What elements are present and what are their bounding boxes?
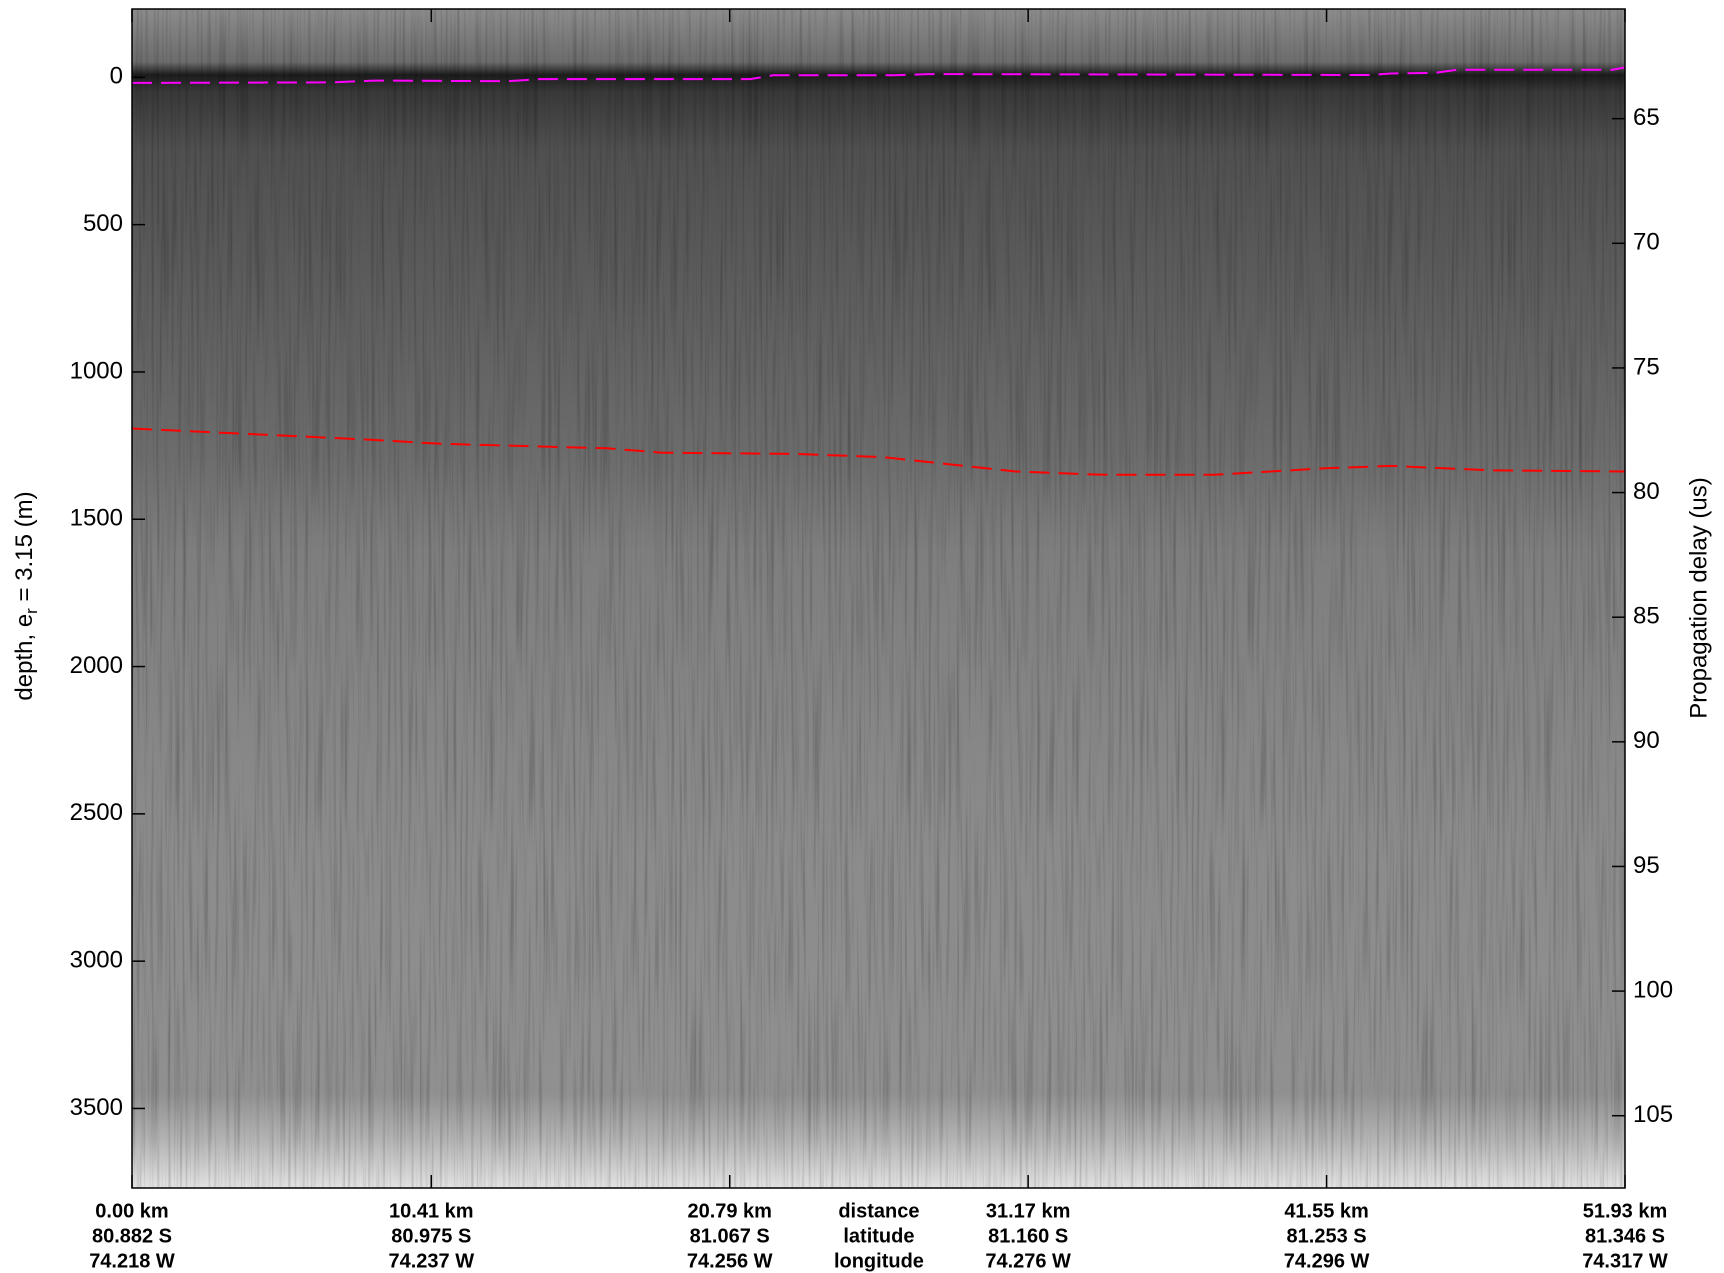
x-tick-label: 41.55 km [1284,1200,1369,1222]
y2-axis-title: Propagation delay (us) [1685,477,1712,718]
latitude-label: 81.160 S [988,1225,1068,1247]
y2-tick-label: 80 [1633,478,1660,505]
y2-tick-label: 105 [1633,1101,1673,1128]
longitude-label: 74.218 W [89,1250,175,1272]
y-tick-label: 3000 [70,946,123,973]
x-tick-label: 51.93 km [1583,1200,1668,1222]
y2-tick-label: 70 [1633,229,1660,256]
echogram-image [132,9,1625,1188]
y2-tick-label: 85 [1633,603,1660,630]
latitude-label: 81.253 S [1287,1225,1367,1247]
x-axis-title: latitude [843,1225,914,1247]
x-tick-label: 10.41 km [389,1200,474,1222]
x-axis-title: longitude [834,1250,924,1272]
trace-line [132,427,1625,476]
y-tick-label: 2500 [70,799,123,826]
longitude-label: 74.317 W [1582,1250,1668,1272]
y2-tick-label: 95 [1633,852,1660,879]
y2-tick-label: 90 [1633,727,1660,754]
longitude-label: 74.237 W [388,1250,474,1272]
longitude-label: 74.276 W [985,1250,1071,1272]
y-tick-label: 1500 [70,505,123,532]
y2-tick-label: 100 [1633,976,1673,1003]
y-tick-label: 1000 [70,357,123,384]
latitude-label: 81.067 S [690,1225,770,1247]
longitude-label: 74.256 W [687,1250,773,1272]
y2-tick-label: 65 [1633,104,1660,131]
trace-line [132,66,1625,84]
y2-tick-label: 75 [1633,353,1660,380]
x-axis-title: distance [838,1200,919,1222]
longitude-label: 74.296 W [1284,1250,1370,1272]
plot-frame [131,8,1626,1189]
latitude-label: 81.346 S [1585,1225,1665,1247]
y-tick-label: 3500 [70,1094,123,1121]
y-tick-label: 2000 [70,652,123,679]
echogram-texture [132,9,1625,1188]
x-tick-label: 0.00 km [95,1200,168,1222]
latitude-label: 80.882 S [92,1225,172,1247]
y-axis-title: depth, er = 3.15 (m) [11,491,41,700]
y-tick-label: 0 [110,63,123,90]
x-tick-label: 20.79 km [687,1200,772,1222]
y-tick-label: 500 [83,210,123,237]
x-tick-label: 31.17 km [986,1200,1071,1222]
layer-lines [132,66,1625,476]
latitude-label: 80.975 S [391,1225,471,1247]
